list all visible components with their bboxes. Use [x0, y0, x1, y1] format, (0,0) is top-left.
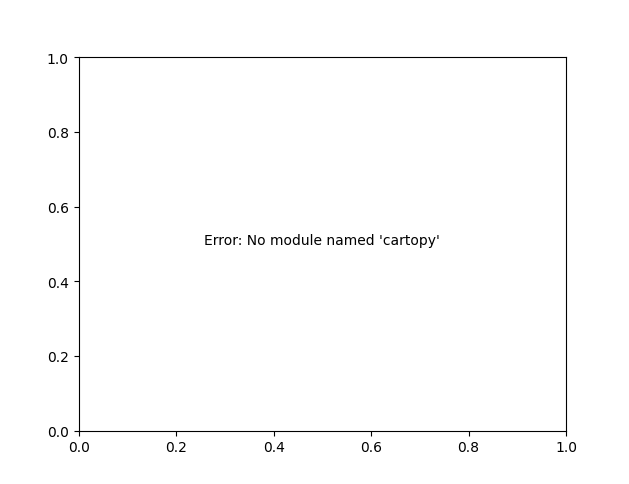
Text: Error: No module named 'cartopy': Error: No module named 'cartopy' — [204, 233, 440, 247]
